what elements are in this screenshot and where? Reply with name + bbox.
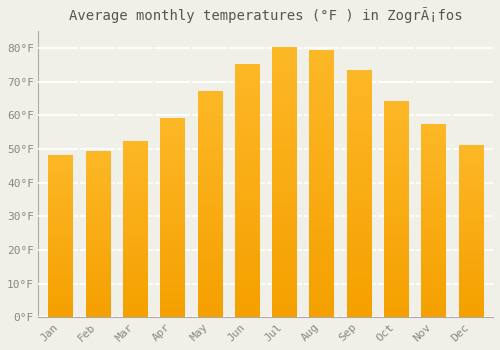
Title: Average monthly temperatures (°F ) in ZogrÃ¡fos: Average monthly temperatures (°F ) in Zo… — [69, 7, 462, 23]
